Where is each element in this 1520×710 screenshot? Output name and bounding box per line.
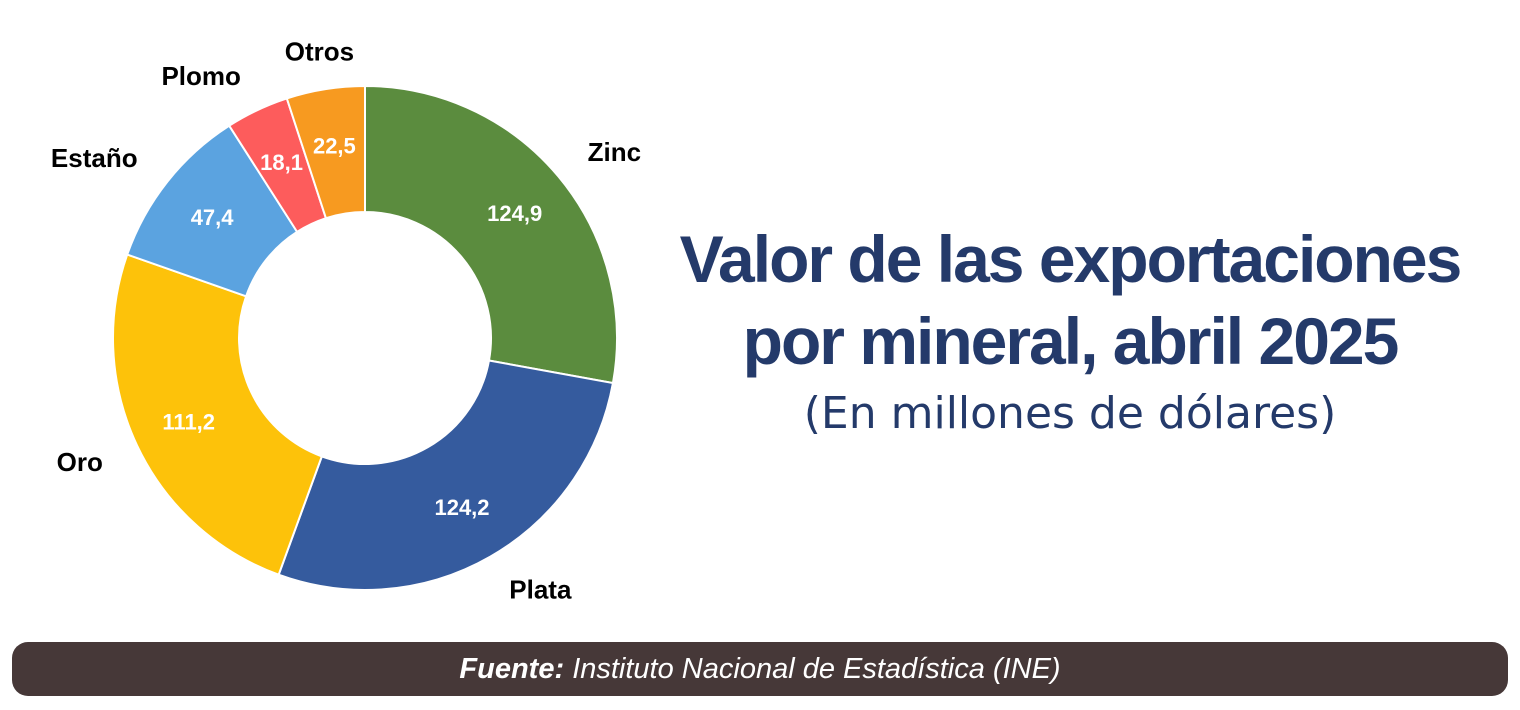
chart-title-block: Valor de las exportaciones por mineral, …	[640, 218, 1500, 442]
source-text: Instituto Nacional de Estadística (INE)	[572, 653, 1061, 685]
value-label-oro: 111,2	[162, 409, 215, 434]
category-label-estano: Estaño	[51, 143, 138, 173]
donut-chart: 124,9 Zinc 124,2 Plata 111,2 Oro 47,4 Estaño 18,…	[0, 0, 720, 630]
category-label-plomo: Plomo	[161, 61, 240, 91]
value-label-plata: 124,2	[434, 495, 489, 520]
category-label-zinc: Zinc	[588, 137, 641, 167]
value-label-plomo: 18,1	[260, 150, 303, 175]
source-label: Fuente:	[459, 653, 565, 685]
value-label-zinc: 124,9	[487, 201, 542, 226]
value-label-otros: 22,5	[313, 133, 356, 158]
slice-zinc	[364, 84, 618, 385]
source-footer: Fuente: Instituto Nacional de Estadístic…	[12, 642, 1508, 696]
donut-chart-svg: 124,9 Zinc 124,2 Plata 111,2 Oro 47,4 Estaño 18,…	[51, 37, 641, 605]
category-label-otros: Otros	[285, 37, 354, 67]
category-label-oro: Oro	[57, 447, 103, 477]
value-label-estano: 47,4	[191, 205, 235, 230]
chart-title-line-2: por mineral, abril 2025	[742, 304, 1400, 378]
chart-subtitle: (En millones de dólares)	[803, 388, 1337, 439]
slice-oro	[112, 253, 324, 577]
slice-plata	[277, 359, 615, 591]
chart-title-line-1: Valor de las exportaciones	[679, 222, 1463, 296]
slice-otros	[285, 84, 366, 220]
category-label-plata: Plata	[509, 575, 572, 605]
